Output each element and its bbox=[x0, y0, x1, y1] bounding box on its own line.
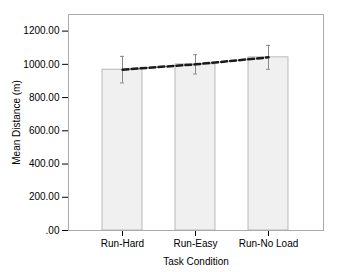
svg-text:600.00: 600.00 bbox=[29, 125, 60, 136]
svg-text:Run-Easy: Run-Easy bbox=[174, 238, 218, 249]
svg-text:400.00: 400.00 bbox=[29, 158, 60, 169]
svg-text:Run-Hard: Run-Hard bbox=[101, 238, 144, 249]
svg-text:Run-No Load: Run-No Load bbox=[239, 238, 298, 249]
svg-text:Mean Distance (m): Mean Distance (m) bbox=[11, 80, 22, 164]
svg-text:200.00: 200.00 bbox=[29, 191, 60, 202]
svg-text:.00: .00 bbox=[46, 225, 60, 236]
svg-text:800.00: 800.00 bbox=[29, 92, 60, 103]
svg-text:1200.00: 1200.00 bbox=[23, 25, 60, 36]
svg-text:Task Condition: Task Condition bbox=[163, 256, 229, 267]
svg-text:1000.00: 1000.00 bbox=[23, 59, 60, 70]
